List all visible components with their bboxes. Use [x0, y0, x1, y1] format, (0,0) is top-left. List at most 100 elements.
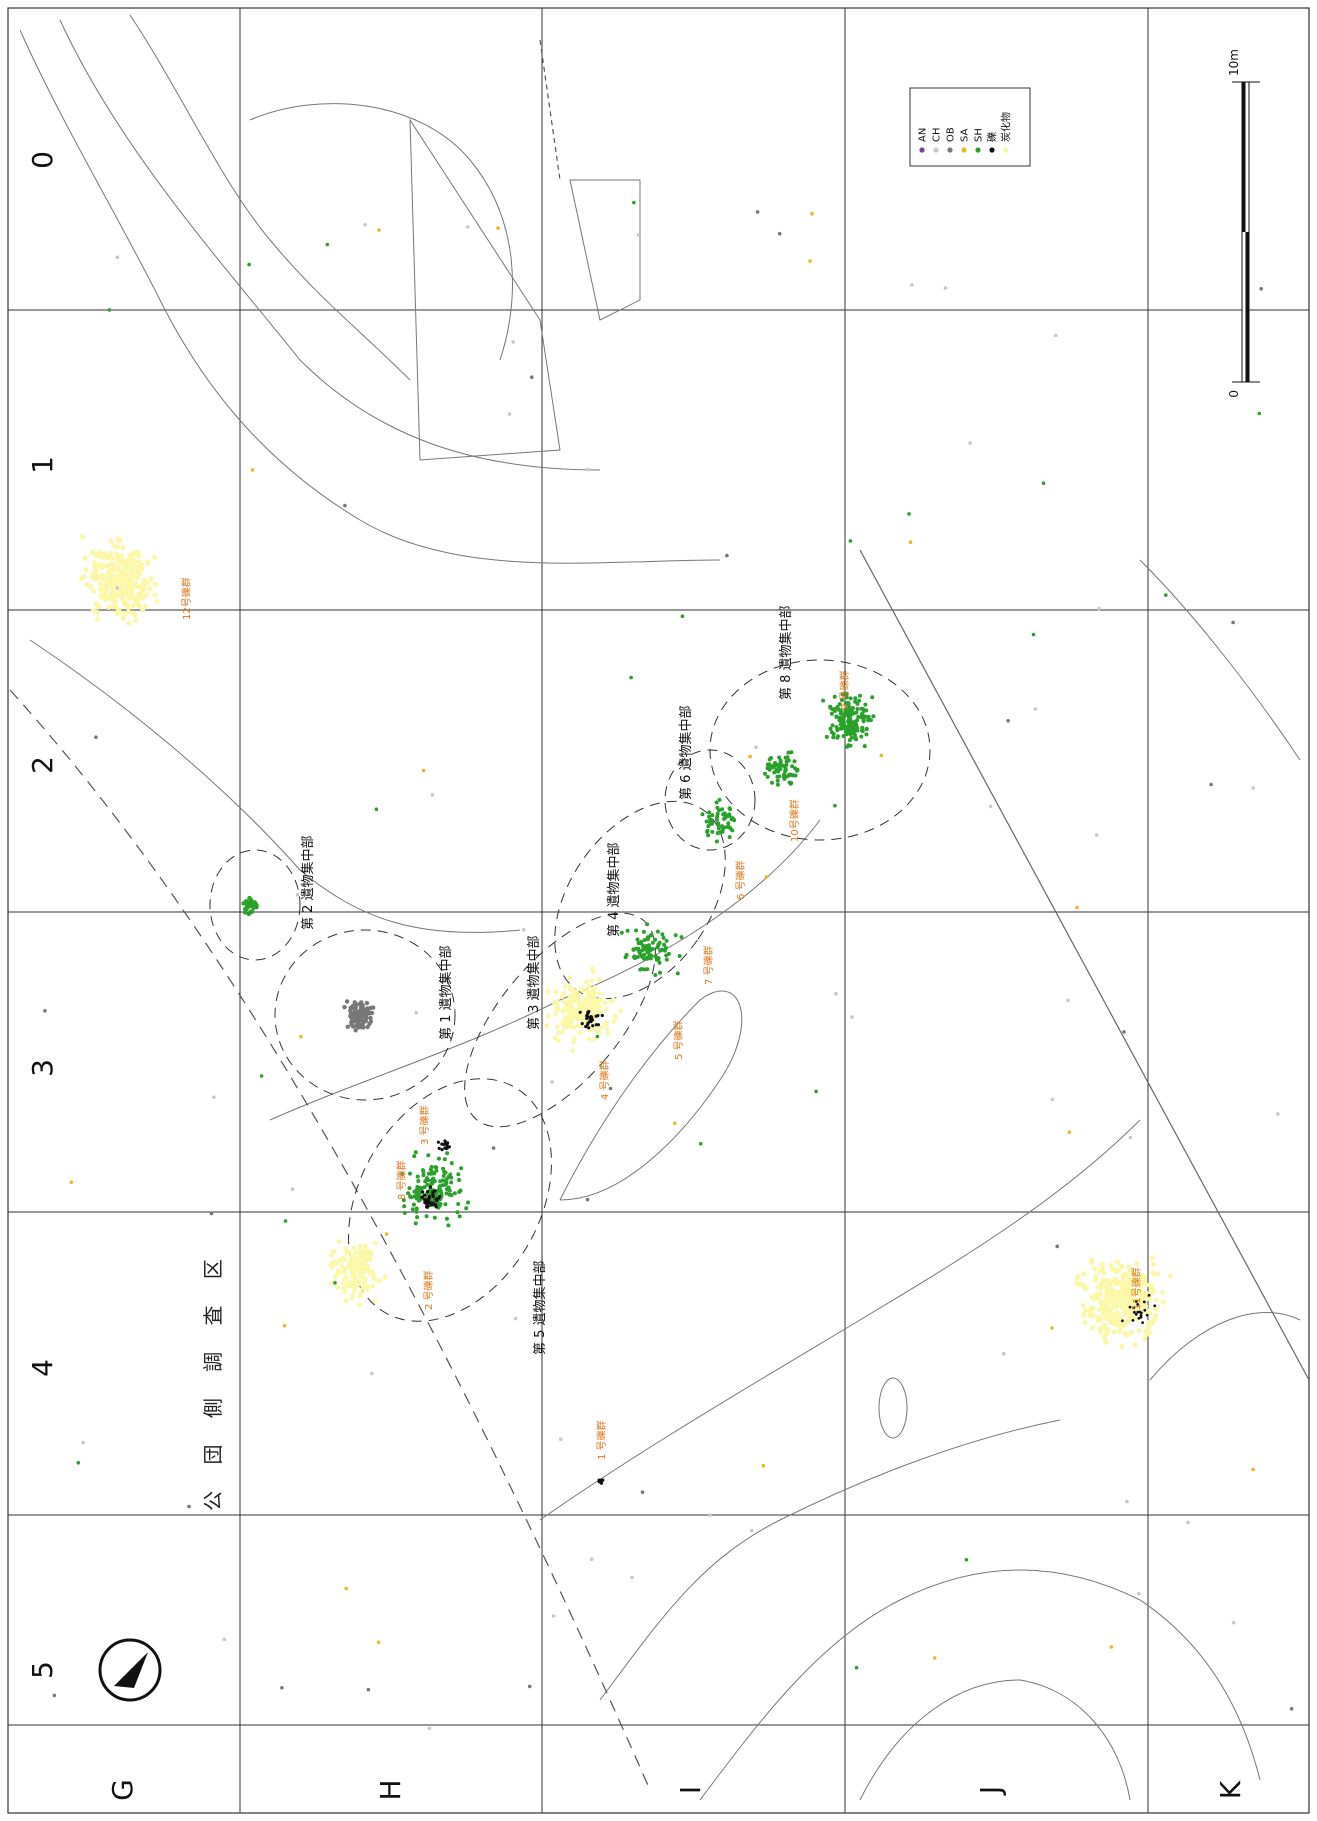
find-point: [363, 223, 367, 227]
find-point: [571, 1039, 576, 1045]
find-point: [836, 707, 841, 712]
find-point: [152, 554, 158, 561]
find-point: [834, 991, 838, 996]
find-point: [1125, 1308, 1131, 1314]
find-point: [1209, 782, 1213, 787]
find-point: [1105, 1299, 1111, 1305]
concentration-label-2: 第 2 遺物集中部: [300, 835, 316, 930]
find-point: [356, 1281, 361, 1287]
find-point: [840, 698, 844, 702]
find-point: [432, 1215, 437, 1220]
find-point: [117, 588, 123, 594]
find-point: [1098, 1284, 1104, 1290]
find-point: [585, 1016, 589, 1021]
find-point: [910, 283, 914, 287]
find-point: [589, 966, 595, 972]
find-point: [869, 718, 873, 723]
find-point: [115, 586, 119, 590]
find-point: [333, 1281, 337, 1285]
find-point: [1150, 1270, 1156, 1276]
find-point: [345, 1280, 351, 1286]
find-point: [1251, 786, 1255, 790]
find-point: [1100, 1302, 1106, 1308]
find-point: [554, 1024, 560, 1030]
find-point: [585, 467, 590, 472]
find-point: [209, 1211, 214, 1216]
find-point: [566, 1000, 572, 1005]
find-point: [97, 581, 104, 587]
find-point: [422, 1185, 427, 1190]
find-point: [848, 726, 853, 731]
find-point: [119, 573, 125, 579]
concentration-label-4: 第 4 遺物集中部: [606, 842, 622, 937]
find-point: [126, 565, 132, 572]
find-point: [1147, 1293, 1151, 1297]
find-point: [588, 995, 594, 1001]
find-point: [368, 1019, 374, 1024]
find-point: [879, 753, 884, 758]
find-point: [413, 1150, 418, 1155]
find-point: [639, 953, 644, 958]
concentration-label-1: 第 1 遺物集中部: [438, 945, 454, 1040]
gravel-group-label-8: 8 号礫群: [395, 1160, 408, 1200]
find-point: [459, 1166, 464, 1171]
find-point: [349, 1295, 355, 1301]
find-point: [677, 954, 682, 958]
find-point: [584, 979, 589, 985]
find-point: [577, 1029, 583, 1035]
find-point: [720, 824, 724, 829]
find-point: [708, 1513, 712, 1517]
find-point: [862, 744, 867, 749]
find-point: [714, 800, 719, 805]
find-point: [364, 1011, 369, 1016]
find-point: [559, 994, 565, 1000]
find-point: [115, 607, 122, 613]
find-point: [374, 807, 379, 811]
find-point: [645, 949, 650, 954]
find-point: [76, 1461, 81, 1465]
find-point: [964, 1558, 969, 1562]
find-point: [1111, 1329, 1117, 1335]
find-point: [93, 601, 99, 607]
find-point: [608, 999, 614, 1004]
find-point: [562, 999, 567, 1005]
find-point: [786, 750, 791, 755]
find-point: [130, 602, 136, 609]
find-point: [829, 730, 834, 735]
find-point: [1128, 1305, 1132, 1309]
find-point: [648, 948, 653, 953]
find-point: [1093, 1277, 1099, 1283]
find-point: [657, 960, 662, 965]
find-point: [339, 1262, 344, 1268]
find-point: [775, 782, 780, 787]
find-point: [411, 1202, 416, 1207]
find-point: [109, 556, 115, 562]
find-point: [828, 704, 833, 709]
find-point: [370, 1371, 374, 1376]
find-point: [357, 1022, 362, 1028]
find-point: [1075, 1274, 1081, 1280]
find-point: [1080, 1302, 1086, 1309]
find-point: [124, 578, 131, 585]
find-point: [1136, 1303, 1140, 1306]
find-point: [357, 1293, 363, 1299]
find-point: [845, 710, 850, 715]
find-point: [1153, 1304, 1157, 1308]
find-point: [795, 767, 800, 772]
find-point: [834, 715, 839, 719]
find-point: [361, 1007, 367, 1012]
find-point: [424, 1214, 429, 1219]
gravel-group-label-3: 3 号礫群: [418, 1105, 431, 1145]
legend-marker-4: [975, 147, 981, 153]
find-point: [831, 735, 836, 740]
find-point: [136, 571, 142, 577]
find-point: [644, 946, 649, 951]
find-point: [511, 340, 515, 344]
find-point: [466, 1200, 470, 1205]
find-point: [1114, 1259, 1120, 1265]
find-point: [426, 1190, 430, 1194]
find-point: [848, 743, 853, 748]
find-point: [664, 957, 669, 962]
find-point: [860, 729, 865, 734]
find-point: [1289, 1707, 1294, 1711]
